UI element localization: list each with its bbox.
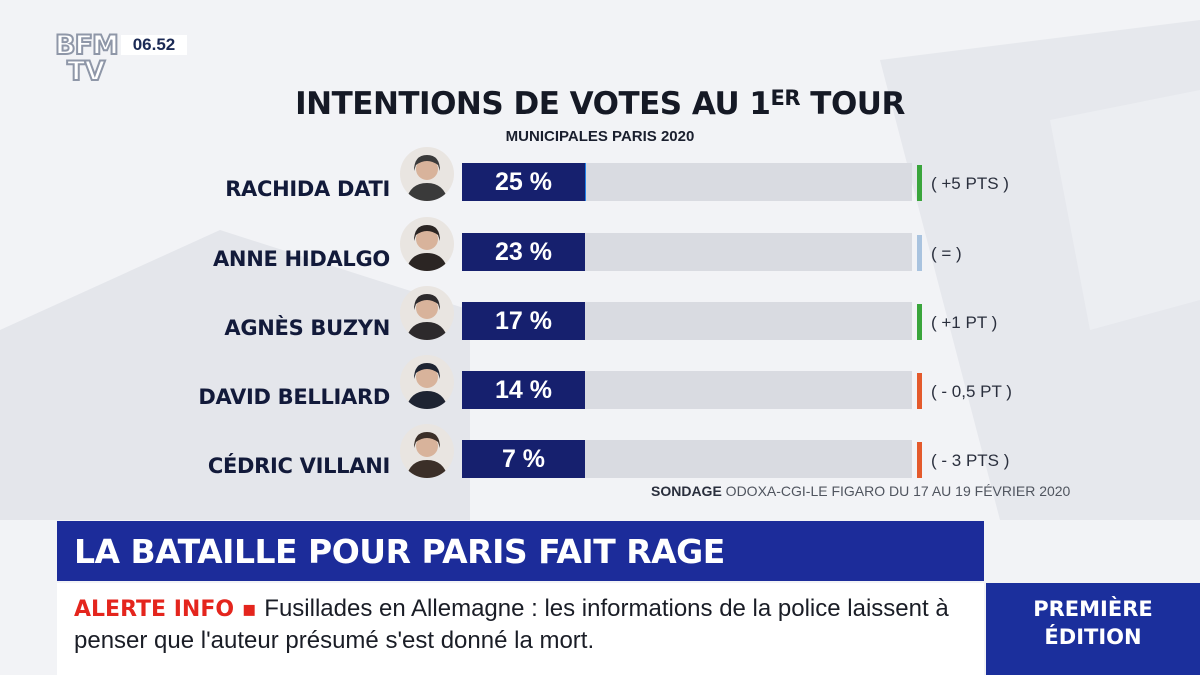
data-label: 23 % — [462, 233, 585, 271]
change-label: ( - 3 PTS ) — [931, 451, 1010, 470]
change-label: ( = ) — [931, 244, 962, 263]
bar-track: 23 % — [462, 233, 912, 271]
bar-row: RACHIDA DATI 25 % ( +5 PTS ) — [0, 147, 1200, 235]
data-label: 7 % — [462, 440, 585, 478]
data-label: 25 % — [462, 163, 585, 201]
candidate-photo — [400, 217, 454, 271]
change-marker — [917, 235, 922, 271]
news-ticker: ALERTE INFO ▪ Fusillades en Allemagne : … — [57, 583, 984, 675]
chart-title: INTENTIONS DE VOTES AU 1ER TOUR — [295, 86, 905, 122]
headline-banner: LA BATAILLE POUR PARIS FAIT RAGE — [57, 521, 984, 581]
candidate-photo — [400, 355, 454, 409]
candidate-name: DAVID BELLIARD — [198, 385, 390, 409]
bar-track: 17 % — [462, 302, 912, 340]
bar-track: 7 % — [462, 440, 912, 478]
candidate-name: RACHIDA DATI — [225, 177, 390, 201]
candidate-name: CÉDRIC VILLANI — [207, 454, 390, 478]
chart-source: SONDAGE ODOXA-CGI-LE FIGARO DU 17 AU 19 … — [651, 483, 1071, 499]
candidate-photo — [400, 286, 454, 340]
bar-row: AGNÈS BUZYN 17 % ( +1 PT ) — [0, 286, 1200, 374]
candidate-photo — [400, 147, 454, 201]
change-marker — [917, 442, 922, 478]
change-marker — [917, 304, 922, 340]
change-marker — [917, 373, 922, 409]
ticker-text: Fusillades en Allemagne : les informatio… — [74, 595, 949, 654]
bar-row: ANNE HIDALGO 23 % ( = ) — [0, 217, 1200, 305]
data-label: 14 % — [462, 371, 585, 409]
program-name: PREMIÈRE ÉDITION — [986, 583, 1200, 675]
candidate-photo — [400, 424, 454, 478]
candidate-name: ANNE HIDALGO — [212, 247, 390, 271]
change-label: ( - 0,5 PT ) — [931, 382, 1012, 401]
chart-subtitle: MUNICIPALES PARIS 2020 — [505, 128, 695, 145]
change-label: ( +5 PTS ) — [931, 174, 1009, 193]
bar-track: 25 % — [462, 163, 912, 201]
data-label: 17 % — [462, 302, 585, 340]
change-label: ( +1 PT ) — [931, 313, 998, 332]
change-marker — [917, 165, 922, 201]
bar-row: CÉDRIC VILLANI 7 % ( - 3 PTS ) — [0, 424, 1200, 512]
clock-time: 06.52 — [121, 35, 187, 55]
candidate-name: AGNÈS BUZYN — [224, 316, 390, 340]
bar-row: DAVID BELLIARD 14 % ( - 0,5 PT ) — [0, 355, 1200, 443]
alert-label: ALERTE INFO — [74, 597, 235, 622]
bar-track: 14 % — [462, 371, 912, 409]
bfmtv-logo: BFM TV — [54, 30, 120, 87]
